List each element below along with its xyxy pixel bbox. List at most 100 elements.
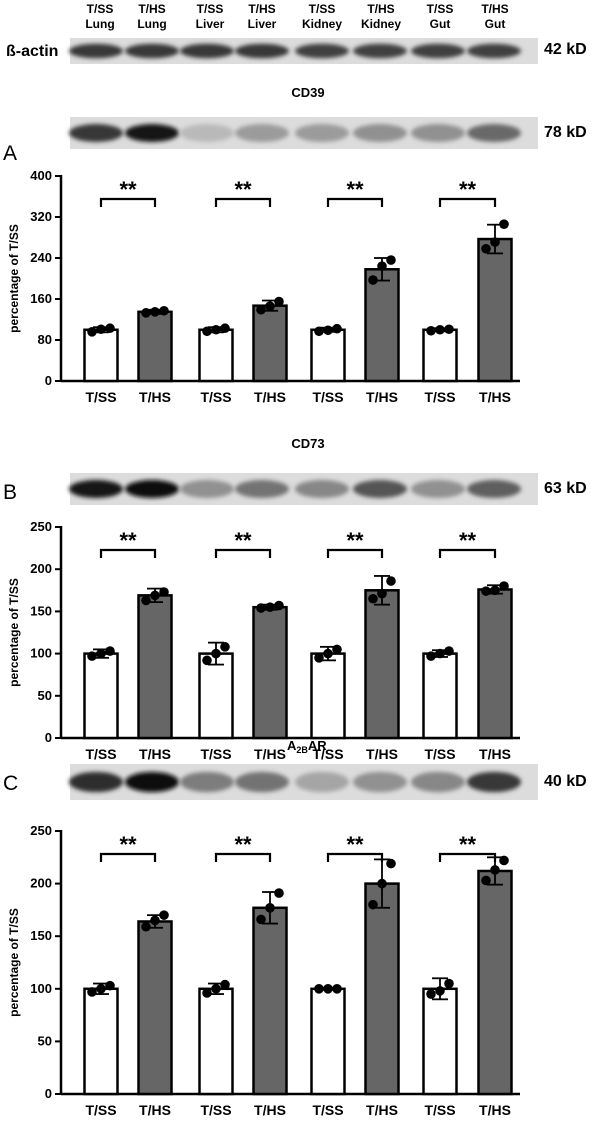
actin-band (235, 43, 289, 59)
data-point (159, 910, 169, 920)
significance-bracket (438, 197, 497, 207)
lane-label-top: T/SS (87, 2, 114, 16)
data-point (490, 585, 500, 596)
bar (137, 920, 173, 1096)
protein-name-c-main: A (287, 738, 297, 753)
data-point (323, 648, 333, 659)
x-tick-label: T/HS (479, 389, 511, 405)
lane-label-bottom: Lung (85, 17, 114, 31)
lane-label-top: T/SS (427, 2, 454, 16)
y-tick-label: 400 (30, 168, 52, 183)
y-tick-label: 50 (38, 1033, 52, 1048)
cd73-band (467, 480, 521, 498)
x-tick-label: T/SS (85, 1102, 116, 1118)
lane-label-top: T/HS (138, 2, 165, 16)
significance-label: ** (346, 528, 364, 553)
data-point (368, 593, 378, 604)
data-point (377, 261, 387, 272)
data-point (274, 888, 284, 898)
x-tick-label: T/HS (366, 389, 398, 405)
significance-bracket (99, 852, 157, 862)
lane-label-top: T/SS (197, 2, 224, 16)
data-point (265, 301, 275, 311)
y-tick-label: 50 (38, 688, 52, 703)
blot-b (69, 473, 538, 505)
lane-label-bottom: Liver (196, 17, 225, 31)
significance-label: ** (346, 177, 364, 202)
data-point (481, 243, 491, 254)
lane-label-bottom: Lung (137, 17, 166, 31)
data-point (444, 978, 454, 989)
data-point (211, 648, 221, 659)
panel-letter-c: C (3, 772, 18, 795)
y-tick-label: 320 (30, 209, 52, 224)
data-point (332, 984, 342, 994)
kd-label-b: 63 kD (544, 480, 587, 497)
lane-label-top: T/HS (248, 2, 275, 16)
significance-label: ** (459, 832, 477, 857)
y-tick-label: 150 (30, 928, 52, 943)
actin-kd-label: 42 kD (544, 41, 587, 58)
kd-label-c: 40 kD (544, 773, 587, 790)
significance-label: ** (119, 528, 137, 553)
data-point (386, 576, 396, 586)
bar (364, 268, 400, 383)
data-point (96, 324, 106, 335)
data-point (202, 326, 212, 337)
data-point (265, 602, 275, 612)
lane-label-top: T/SS (309, 2, 336, 16)
protein-name-b: CD73 (291, 436, 324, 451)
data-point (150, 915, 160, 926)
y-axis-label: percentage of T/SS (7, 224, 21, 333)
actin-band (467, 43, 521, 59)
significance-label: ** (459, 528, 477, 553)
cd73-band (353, 480, 407, 498)
data-point (274, 296, 284, 307)
bar (198, 328, 234, 383)
data-point (202, 988, 212, 998)
x-tick-label: T/HS (254, 1102, 286, 1118)
bar (422, 987, 458, 1096)
data-point (159, 305, 169, 316)
lane-labels: T/SS Lung T/HS Lung T/SS Liver T/HS Live… (85, 2, 508, 31)
data-point (368, 899, 378, 910)
lane-label-bottom: Kidney (302, 17, 342, 31)
significance-label: ** (459, 177, 477, 202)
cd39-band (295, 124, 349, 142)
y-tick-label: 250 (30, 519, 52, 534)
data-point (87, 327, 97, 337)
actin-band (353, 43, 407, 59)
x-tick-label: T/SS (312, 746, 343, 762)
data-point (426, 651, 436, 661)
data-point (332, 644, 342, 655)
data-point (87, 987, 97, 997)
data-point (87, 651, 97, 661)
lane-label-bottom: Gut (485, 17, 506, 31)
lane-label-bottom: Kidney (361, 17, 401, 31)
significance-label: ** (346, 832, 364, 857)
data-point (426, 325, 436, 336)
x-tick-label: T/HS (479, 746, 511, 762)
bar (310, 652, 346, 740)
x-tick-label: T/SS (85, 389, 116, 405)
bar (252, 304, 288, 383)
data-point (105, 323, 115, 334)
data-point (377, 878, 387, 889)
x-tick-label: T/SS (312, 389, 343, 405)
bar (252, 906, 288, 1096)
a2bar-band (125, 771, 179, 793)
data-point (386, 858, 396, 869)
data-point (220, 979, 230, 990)
significance-label: ** (234, 177, 252, 202)
data-point (499, 219, 509, 229)
data-point (499, 855, 509, 866)
y-axis-label: percentage of T/SS (7, 578, 21, 687)
x-tick-label: T/SS (424, 746, 455, 762)
data-point (150, 307, 160, 317)
data-point (105, 646, 115, 656)
cd39-band (125, 124, 179, 142)
data-point (265, 902, 275, 913)
significance-bracket (326, 548, 384, 558)
y-tick-label: 100 (30, 646, 52, 661)
